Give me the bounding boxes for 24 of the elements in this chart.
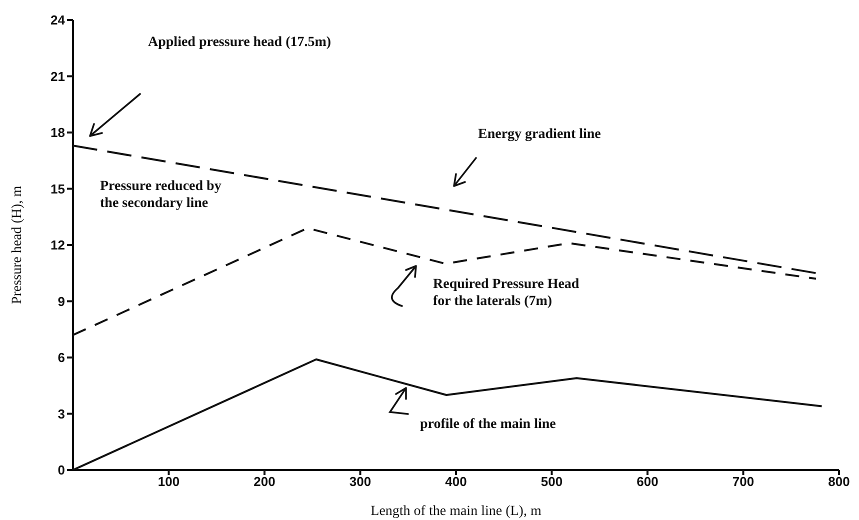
y-tick-label: 18 [50,125,65,140]
x-tick-label: 700 [732,474,754,490]
y-tick-label: 24 [50,12,66,28]
x-tick-label: 300 [349,474,372,490]
x-tick-label: 200 [254,474,276,490]
y-tick-label: 15 [50,181,65,196]
y-tick-label: 6 [58,350,65,366]
y-tick-label: 3 [58,406,65,422]
annotation: Energy gradient line [478,127,601,142]
y-tick-label: 21 [50,68,65,84]
annotation: Required Pressure Head for the laterals (7m) [433,277,580,309]
y-tick-label: 12 [50,238,65,253]
annotation: Applied pressure head (17.5m) [148,35,332,50]
x-tick-label: 600 [636,474,658,490]
x-tick-label: 800 [828,474,850,490]
annotation: profile of the main line [420,417,556,432]
x-axis-title: Length of the main line (L), m [370,504,542,519]
x-tick-label: 500 [540,474,563,490]
y-tick-label: 0 [58,462,65,478]
x-tick-label: 100 [158,474,180,490]
y-tick-label: 9 [58,294,65,309]
x-tick-label: 400 [445,474,467,490]
y-axis-title: Pressure head (H), m [10,186,25,304]
annotation: Pressure reduced by the secondary line [100,179,222,211]
